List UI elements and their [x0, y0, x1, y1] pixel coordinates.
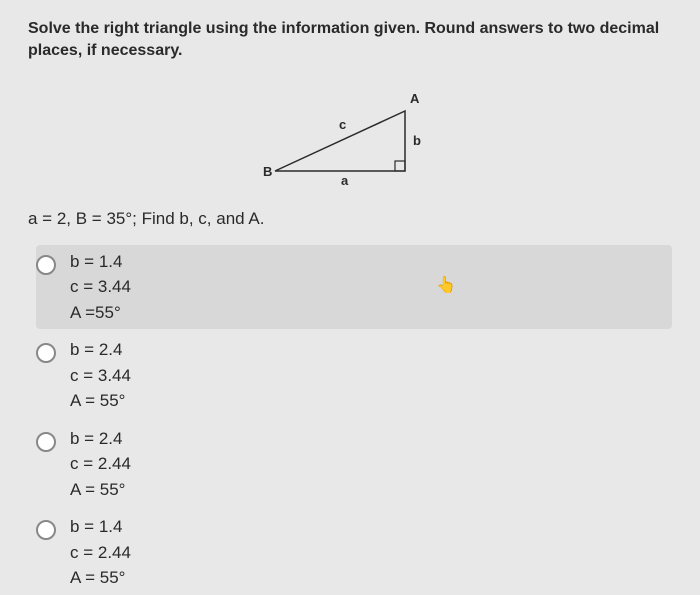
radio-icon[interactable] — [36, 432, 56, 452]
label-B: B — [263, 164, 272, 179]
option-4[interactable]: b = 1.4 c = 2.44 A = 55° — [36, 510, 672, 595]
label-A: A — [410, 91, 420, 106]
label-c: c — [339, 117, 346, 132]
option-2[interactable]: b = 2.4 c = 3.44 A = 55° — [36, 333, 672, 418]
radio-icon[interactable] — [36, 343, 56, 363]
cursor-icon: 👆 — [436, 275, 456, 295]
option-text: b = 2.4 c = 3.44 A = 55° — [70, 337, 131, 414]
label-b: b — [413, 133, 421, 148]
option-text: b = 1.4 c = 2.44 A = 55° — [70, 514, 131, 591]
options-list: b = 1.4 c = 3.44 A =55° 👆 b = 2.4 c = 3.… — [28, 245, 672, 595]
option-3[interactable]: b = 2.4 c = 2.44 A = 55° — [36, 422, 672, 507]
label-a: a — [341, 173, 349, 188]
option-text: b = 1.4 c = 3.44 A =55° — [70, 249, 131, 326]
option-text: b = 2.4 c = 2.44 A = 55° — [70, 426, 131, 503]
triangle-diagram: A B c b a — [28, 81, 672, 191]
radio-icon[interactable] — [36, 520, 56, 540]
option-1[interactable]: b = 1.4 c = 3.44 A =55° 👆 — [36, 245, 672, 330]
question-text: Solve the right triangle using the infor… — [28, 18, 672, 63]
given-info: a = 2, B = 35°; Find b, c, and A. — [28, 209, 672, 229]
radio-icon[interactable] — [36, 255, 56, 275]
right-angle-marker — [395, 161, 405, 171]
